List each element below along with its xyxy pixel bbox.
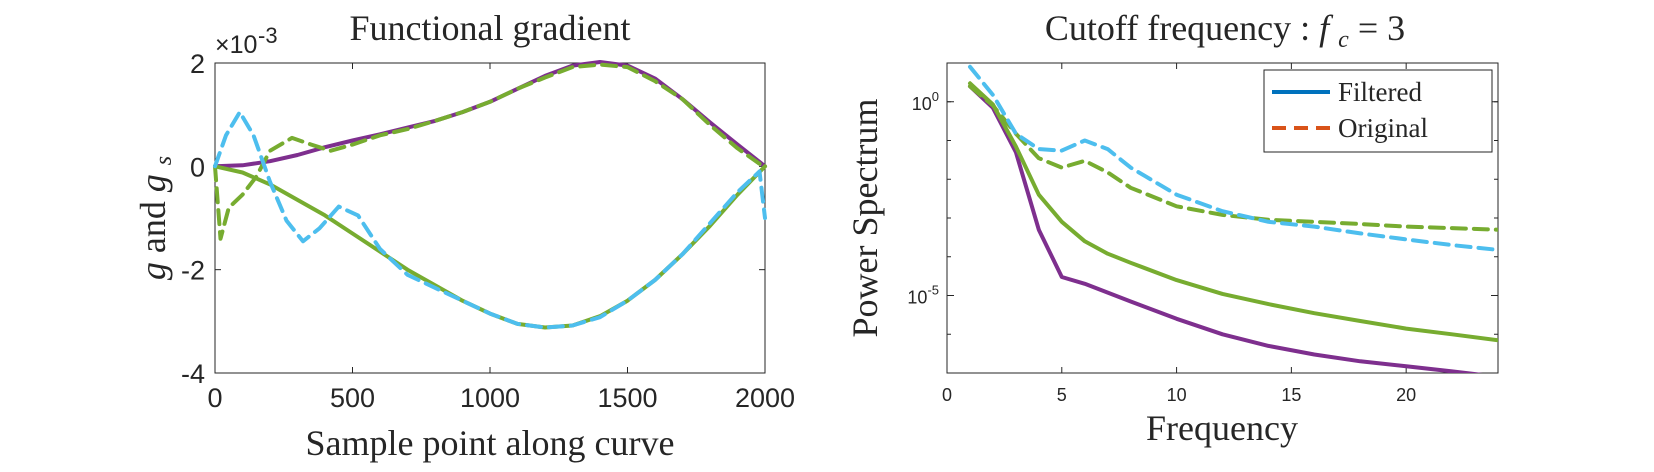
right-series-line-2 <box>968 84 1498 232</box>
left-plot-frame <box>214 62 766 374</box>
left-y-exponent-value: -3 <box>258 23 278 48</box>
left-ylabel-and: and <box>133 192 173 253</box>
left-x-axis-label: Sample point along curve <box>306 423 675 463</box>
right-x-tick-label: 20 <box>1396 385 1416 405</box>
left-y-tick-label: -2 <box>181 256 205 286</box>
right-y-tick-label: 100 <box>912 89 939 114</box>
right-y-tick-labels: 100 10-5 <box>907 89 939 308</box>
left-chart-title: Functional gradient <box>350 8 631 48</box>
left-ylabel-s: s <box>151 156 177 165</box>
legend-box <box>1263 69 1493 153</box>
right-x-tick-label: 0 <box>942 385 952 405</box>
right-chart-title: Cutoff frequency : f c = 3 <box>1045 8 1405 55</box>
left-series-line-3 <box>213 110 767 330</box>
left-x-tick-label: 1000 <box>460 383 520 413</box>
right-legend: Filtered Original <box>1263 69 1493 153</box>
right-series-group <box>968 64 1498 373</box>
right-x-tick-label: 10 <box>1167 385 1187 405</box>
legend-filtered-label: Filtered <box>1338 77 1422 107</box>
left-series-line-2 <box>213 164 767 330</box>
right-title-rest: = 3 <box>1358 8 1405 48</box>
right-title-f: f <box>1319 8 1334 48</box>
left-y-tick-label: -4 <box>181 359 205 389</box>
left-series-line-0 <box>213 60 767 169</box>
left-x-tick-label: 500 <box>330 383 375 413</box>
left-series-line-1 <box>213 62 767 241</box>
right-chart: Cutoff frequency : f c = 3 0 5 10 15 20 1001… <box>845 8 1499 448</box>
right-y-axis-label: Power Spectrum <box>845 99 885 338</box>
right-x-tick-label: 15 <box>1281 385 1301 405</box>
left-y-axis-label: g and g s <box>133 156 177 280</box>
left-x-tick-label: 2000 <box>735 383 795 413</box>
left-y-tick-label: 2 <box>190 49 205 79</box>
legend-original-label: Original <box>1338 113 1428 143</box>
left-chart: Functional gradient ×10 -3 0 500 1000 1500 2… <box>133 8 795 463</box>
svg-text:g and g: g and g s <box>133 156 177 280</box>
right-x-tick-labels: 0 5 10 15 20 <box>942 385 1416 405</box>
right-x-tick-label: 5 <box>1057 385 1067 405</box>
left-y-tick-labels: -4 -2 0 2 <box>181 49 205 389</box>
left-ylabel-gs: g <box>133 174 173 192</box>
right-series-line-1 <box>968 81 1498 343</box>
left-axis-ticks <box>214 62 766 374</box>
right-axis-ticks <box>946 62 1498 374</box>
left-y-tick-label: 0 <box>190 152 205 182</box>
right-x-axis-label: Frequency <box>1146 408 1298 448</box>
left-x-tick-labels: 0 500 1000 1500 2000 <box>207 383 795 413</box>
right-title-text: Cutoff frequency : <box>1045 8 1319 48</box>
right-series-line-3 <box>968 64 1498 252</box>
right-title-sub: c <box>1338 27 1349 53</box>
left-series-group <box>213 60 767 330</box>
right-series-line-0 <box>968 84 1483 373</box>
right-y-tick-label: 10-5 <box>907 283 939 308</box>
left-ylabel-g: g <box>133 262 173 280</box>
left-y-exponent-base: ×10 <box>215 31 257 59</box>
left-x-tick-label: 0 <box>207 383 222 413</box>
left-x-tick-label: 1500 <box>597 383 657 413</box>
